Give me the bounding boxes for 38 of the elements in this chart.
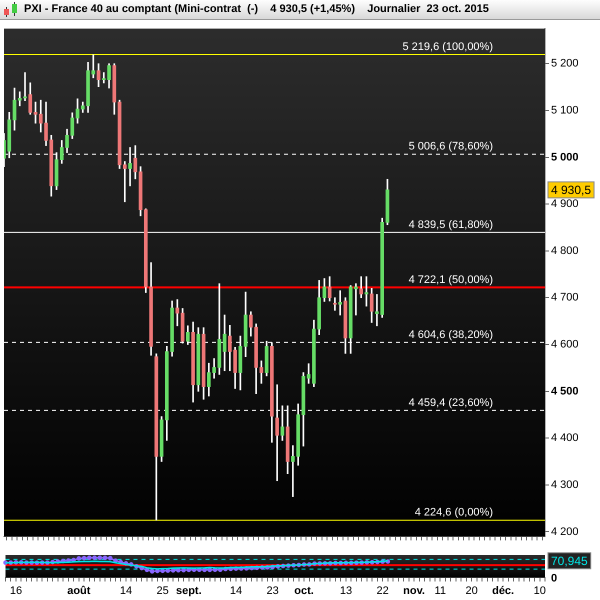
- x-tick-label: 23: [266, 585, 279, 598]
- y-tick-label: 4 600: [551, 338, 579, 351]
- y-tick-label: 4 200: [551, 526, 579, 538]
- y-tick-label: 5 200: [551, 58, 579, 70]
- x-tick-label: 13: [340, 585, 352, 598]
- y-tick-label: 4 800: [551, 244, 579, 257]
- x-tick-label: déc.: [492, 585, 514, 598]
- ref-line-label: 4 459,4 (23,60%): [408, 396, 493, 409]
- x-tick-label: 22: [376, 585, 389, 598]
- ref-line-label: 5 219,6 (100,00%): [402, 41, 493, 54]
- y-tick-label: 4 300: [551, 478, 579, 491]
- text: 70,945: [551, 554, 588, 568]
- x-tick-label: 11: [434, 585, 446, 598]
- x-tick-label: 20: [466, 585, 478, 598]
- x-tick-label: 10: [534, 585, 546, 598]
- ref-line-label: 4 722,1 (50,00%): [408, 274, 493, 286]
- y-tick-label: 4 900: [551, 198, 579, 210]
- x-tick-label: oct.: [294, 585, 314, 598]
- y-tick-label: 5 000: [551, 151, 579, 164]
- x-tick-label: août: [67, 585, 91, 598]
- ref-line-label: 4 839,5 (61,80%): [408, 218, 493, 231]
- x-tick-label: sept.: [176, 585, 202, 598]
- x-tick-label: 14: [230, 585, 242, 598]
- text: 4 930,5: [551, 183, 592, 198]
- chart-title: PXI - France 40 au comptant (Mini-contrat (-) 4 930,5 (+1,45%) Journalier 23 oct. 2015: [24, 2, 489, 17]
- candlestick: [23, 72, 27, 102]
- ref-line-label: 5 006,6 (78,60%): [408, 140, 493, 153]
- x-tick-label: nov.: [403, 585, 425, 598]
- y-tick-label: 5 100: [551, 104, 579, 117]
- x-tick-label: 14: [120, 585, 132, 598]
- ref-line-label: 4 224,6 (0,00%): [414, 506, 493, 519]
- y-tick-label: 4 500: [551, 385, 579, 398]
- text: 0: [551, 572, 558, 585]
- y-tick-label: 4 700: [551, 292, 579, 304]
- ref-line-label: 4 604,6 (38,20%): [408, 328, 493, 341]
- x-tick-label: 16: [10, 585, 22, 598]
- x-tick-label: 25: [156, 585, 169, 598]
- y-tick-label: 4 400: [551, 432, 579, 444]
